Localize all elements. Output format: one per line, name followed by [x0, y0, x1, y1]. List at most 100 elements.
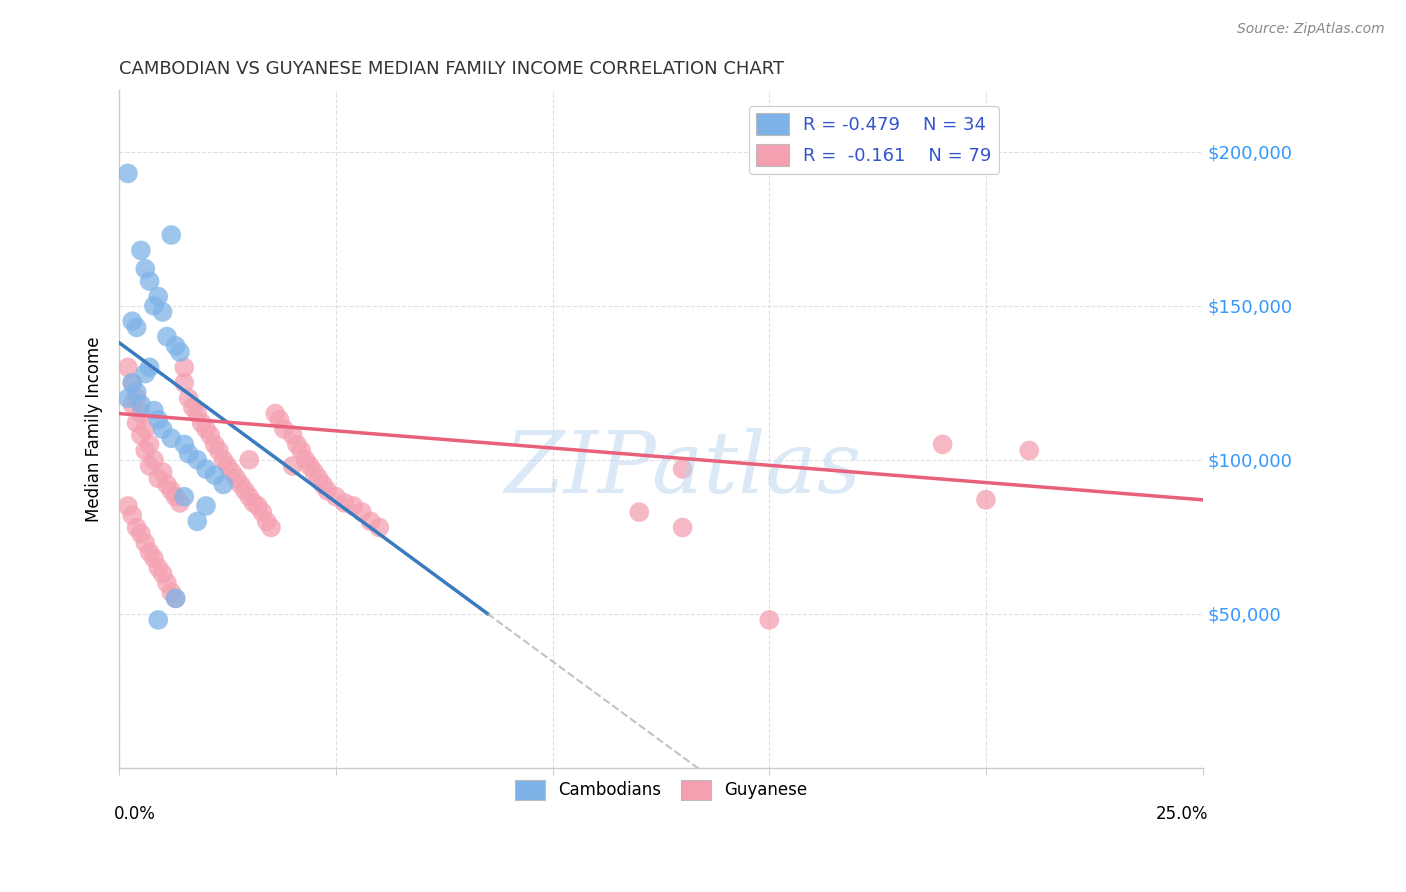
- Point: [148, 289, 170, 303]
- Point: [148, 560, 170, 574]
- Point: [152, 305, 174, 319]
- Point: [134, 261, 156, 276]
- Point: [173, 437, 195, 451]
- Point: [173, 360, 195, 375]
- Point: [134, 422, 156, 436]
- Point: [117, 360, 139, 375]
- Point: [160, 431, 183, 445]
- Point: [294, 452, 316, 467]
- Point: [273, 422, 295, 436]
- Point: [148, 471, 170, 485]
- Point: [204, 437, 226, 451]
- Point: [350, 505, 373, 519]
- Point: [238, 490, 260, 504]
- Point: [325, 490, 347, 504]
- Point: [134, 443, 156, 458]
- Point: [264, 407, 287, 421]
- Point: [194, 422, 217, 436]
- Point: [134, 536, 156, 550]
- Point: [212, 452, 235, 467]
- Point: [125, 416, 148, 430]
- Point: [212, 477, 235, 491]
- Point: [138, 437, 160, 451]
- Text: Source: ZipAtlas.com: Source: ZipAtlas.com: [1237, 22, 1385, 37]
- Point: [138, 360, 160, 375]
- Point: [160, 483, 183, 498]
- Point: [186, 514, 208, 528]
- Point: [181, 401, 204, 415]
- Point: [165, 591, 187, 606]
- Point: [260, 520, 283, 534]
- Point: [269, 413, 291, 427]
- Point: [156, 329, 179, 343]
- Point: [194, 499, 217, 513]
- Point: [156, 576, 179, 591]
- Point: [125, 520, 148, 534]
- Point: [316, 483, 339, 498]
- Text: ZIPatlas: ZIPatlas: [503, 428, 860, 511]
- Point: [129, 244, 152, 258]
- Point: [117, 166, 139, 180]
- Point: [238, 452, 260, 467]
- Point: [138, 545, 160, 559]
- Point: [208, 443, 231, 458]
- Point: [312, 477, 335, 491]
- Point: [333, 496, 356, 510]
- Point: [229, 477, 252, 491]
- Text: CAMBODIAN VS GUYANESE MEDIAN FAMILY INCOME CORRELATION CHART: CAMBODIAN VS GUYANESE MEDIAN FAMILY INCO…: [120, 60, 785, 78]
- Point: [186, 407, 208, 421]
- Point: [142, 551, 165, 566]
- Point: [177, 391, 200, 405]
- Point: [121, 314, 143, 328]
- Point: [242, 496, 264, 510]
- Point: [142, 299, 165, 313]
- Point: [368, 520, 391, 534]
- Point: [200, 428, 222, 442]
- Point: [281, 428, 304, 442]
- Point: [204, 468, 226, 483]
- Point: [221, 465, 243, 479]
- Point: [628, 505, 651, 519]
- Point: [134, 367, 156, 381]
- Point: [173, 490, 195, 504]
- Point: [217, 458, 239, 473]
- Point: [165, 339, 187, 353]
- Point: [169, 345, 191, 359]
- Point: [129, 526, 152, 541]
- Point: [138, 458, 160, 473]
- Point: [342, 499, 364, 513]
- Point: [156, 477, 179, 491]
- Point: [165, 591, 187, 606]
- Point: [186, 452, 208, 467]
- Point: [169, 496, 191, 510]
- Point: [1018, 443, 1040, 458]
- Point: [160, 585, 183, 599]
- Point: [285, 437, 308, 451]
- Point: [758, 613, 780, 627]
- Point: [671, 462, 693, 476]
- Point: [165, 490, 187, 504]
- Point: [290, 443, 312, 458]
- Point: [142, 452, 165, 467]
- Point: [308, 471, 330, 485]
- Point: [360, 514, 382, 528]
- Point: [129, 428, 152, 442]
- Point: [160, 227, 183, 242]
- Point: [121, 397, 143, 411]
- Point: [121, 508, 143, 523]
- Point: [304, 465, 326, 479]
- Point: [298, 458, 321, 473]
- Point: [256, 514, 278, 528]
- Point: [142, 403, 165, 417]
- Point: [152, 566, 174, 581]
- Point: [233, 483, 256, 498]
- Point: [281, 458, 304, 473]
- Point: [931, 437, 953, 451]
- Text: 25.0%: 25.0%: [1156, 805, 1208, 823]
- Point: [152, 422, 174, 436]
- Point: [125, 320, 148, 334]
- Point: [252, 505, 274, 519]
- Point: [121, 376, 143, 390]
- Point: [671, 520, 693, 534]
- Point: [125, 391, 148, 405]
